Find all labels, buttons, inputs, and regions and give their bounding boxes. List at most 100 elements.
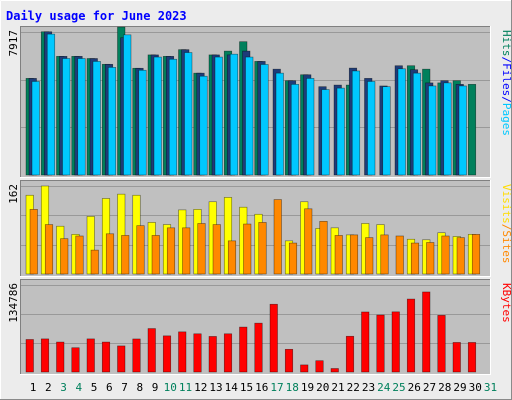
bar-bottom-day-26 xyxy=(406,298,416,373)
bar-top-day-14 xyxy=(229,53,239,176)
bar-bottom-day-28 xyxy=(437,315,446,373)
x-tick-label: 28 xyxy=(438,381,451,394)
bar-top-day-26 xyxy=(412,72,422,176)
bar-bottom-day-3 xyxy=(56,341,65,373)
bar-middle-day-17 xyxy=(273,199,282,275)
bar-top-day-6 xyxy=(107,67,117,176)
bar-top-day-24 xyxy=(382,86,391,176)
bar-bottom-day-5 xyxy=(86,338,95,373)
bar-bottom-day-27 xyxy=(422,291,431,373)
bar-bottom-day-17 xyxy=(269,303,278,373)
x-tick-label: 2 xyxy=(45,381,52,394)
bar-top-day-20 xyxy=(321,89,330,176)
bar-top-day-9 xyxy=(153,56,162,176)
x-tick-label: 4 xyxy=(75,381,82,394)
bar-middle-day-12 xyxy=(197,223,206,275)
x-tick-label: 27 xyxy=(423,381,436,394)
x-tick-label: 20 xyxy=(316,381,329,394)
bar-middle-day-4 xyxy=(75,235,84,275)
x-tick-label: 11 xyxy=(179,381,192,394)
y-max-label: 162 xyxy=(7,184,20,204)
bar-middle-day-15 xyxy=(243,223,252,275)
bar-middle-day-28 xyxy=(441,235,450,275)
x-tick-label: 31 xyxy=(484,381,497,394)
bar-bottom-day-20 xyxy=(315,360,324,373)
bar-middle-day-22 xyxy=(349,234,359,275)
bar-middle-day-24 xyxy=(380,234,389,275)
bar-top-day-11 xyxy=(184,52,193,176)
bar-top-day-28 xyxy=(443,82,452,176)
bar-middle-day-14 xyxy=(227,240,237,275)
legend-entry: / xyxy=(500,96,512,103)
x-axis: 1 2 3 4 5 6 7 8 9 10 11 12 13 14 15 16 17 18 19 20 21 22 23 24 2… xyxy=(30,381,497,394)
series-legend-label: Visits/Sites xyxy=(500,184,512,264)
x-tick-label: 21 xyxy=(331,381,344,394)
bar-middle-day-10 xyxy=(166,227,176,275)
x-tick-label: 19 xyxy=(301,381,314,394)
bar-top-day-3 xyxy=(62,58,71,176)
bar-top-day-1 xyxy=(31,81,40,176)
x-tick-label: 16 xyxy=(255,381,268,394)
panel-middle: 162 Visits/Sites xyxy=(7,180,512,277)
bar-top-day-16 xyxy=(260,64,269,176)
x-tick-label: 3 xyxy=(60,381,67,394)
x-tick-label: 18 xyxy=(286,381,299,394)
x-tick-label: 10 xyxy=(164,381,177,394)
bar-bottom-day-6 xyxy=(101,341,111,373)
x-tick-label: 14 xyxy=(225,381,239,394)
x-tick-label: 24 xyxy=(377,381,391,394)
x-tick-label: 17 xyxy=(270,381,283,394)
legend-entry: Files xyxy=(500,63,512,96)
bar-bottom-day-18 xyxy=(284,348,294,373)
bar-bottom-day-2 xyxy=(40,338,50,373)
bar-middle-day-23 xyxy=(365,237,374,275)
bar-middle-day-7 xyxy=(121,235,130,275)
bar-bottom-day-11 xyxy=(178,331,187,373)
bar-top-day-2 xyxy=(46,33,56,176)
bar-top-day-30 xyxy=(467,84,477,176)
bar-middle-day-3 xyxy=(60,238,69,275)
bar-middle-day-25 xyxy=(395,235,404,275)
bar-bottom-day-9 xyxy=(147,328,156,373)
y-max-label: 7917 xyxy=(7,30,20,57)
bar-top-day-12 xyxy=(199,75,208,176)
bar-top-day-15 xyxy=(245,56,254,176)
bar-middle-day-21 xyxy=(334,235,343,275)
y-max-label: 134786 xyxy=(7,283,20,323)
bar-top-day-29 xyxy=(458,85,467,176)
legend-entry: Sites xyxy=(500,230,512,263)
bar-bottom-day-15 xyxy=(239,326,248,373)
chart-title: Daily usage for June 2023 xyxy=(6,9,187,23)
legend-entry: Hits xyxy=(500,30,512,57)
bar-middle-day-13 xyxy=(212,224,221,275)
bar-bottom-day-30 xyxy=(467,342,477,373)
bar-top-day-23 xyxy=(367,81,376,176)
x-tick-label: 5 xyxy=(91,381,98,394)
bar-bottom-day-22 xyxy=(345,335,355,373)
bar-middle-day-2 xyxy=(44,224,54,275)
x-tick-label: 8 xyxy=(136,381,143,394)
bar-top-day-17 xyxy=(275,72,284,176)
x-tick-label: 23 xyxy=(362,381,375,394)
bar-middle-day-30 xyxy=(471,234,481,275)
bar-top-day-27 xyxy=(428,85,437,176)
bar-bottom-day-29 xyxy=(452,342,461,373)
bar-middle-day-1 xyxy=(29,209,38,275)
x-tick-label: 9 xyxy=(152,381,159,394)
bar-middle-day-19 xyxy=(304,208,313,275)
bar-top-day-22 xyxy=(351,70,361,176)
bar-top-day-7 xyxy=(123,34,132,176)
legend-entry: KBytes xyxy=(500,283,512,323)
bar-middle-day-9 xyxy=(151,235,160,275)
x-tick-label: 29 xyxy=(453,381,466,394)
bar-bottom-day-4 xyxy=(71,347,80,373)
bar-bottom-day-13 xyxy=(208,336,217,373)
bar-middle-day-26 xyxy=(410,242,420,275)
panel-bottom: 134786 KBytes xyxy=(7,279,512,375)
bar-top-day-13 xyxy=(214,56,223,176)
x-tick-label: 13 xyxy=(209,381,222,394)
bar-middle-day-8 xyxy=(136,225,145,275)
bar-top-day-25 xyxy=(397,68,406,176)
